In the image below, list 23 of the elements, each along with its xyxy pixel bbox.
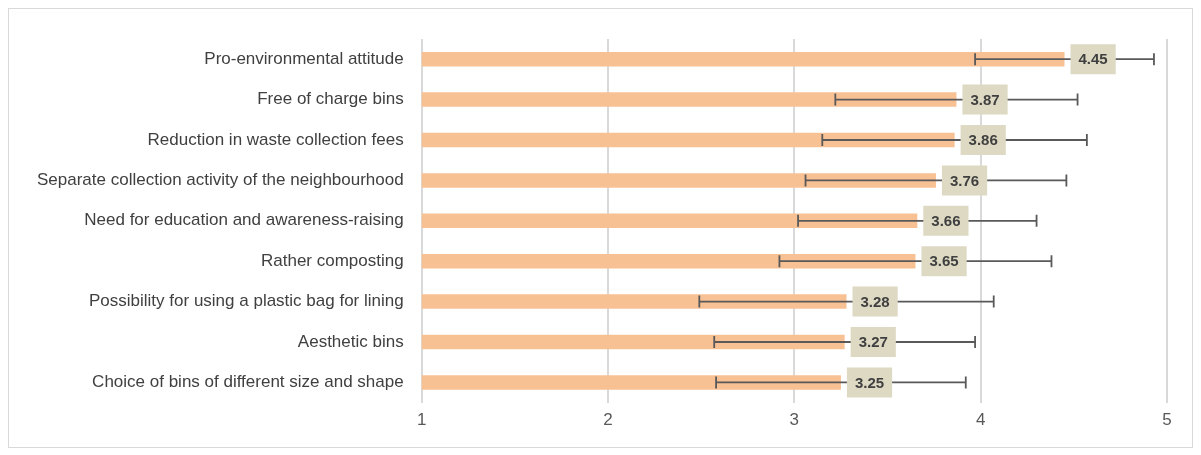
x-tick-label: 1 xyxy=(416,410,427,430)
data-label: 3.25 xyxy=(854,373,885,391)
y-tick-label: Pro-environmental attitude xyxy=(204,48,404,68)
data-label: 3.28 xyxy=(860,292,890,310)
y-tick-label: Rather composting xyxy=(261,250,404,270)
x-tick-label: 2 xyxy=(603,410,613,430)
y-tick-label: Possibility for using a plastic bag for lining xyxy=(89,291,404,311)
data-label: 3.27 xyxy=(858,333,888,351)
y-tick-label: Aesthetic bins xyxy=(297,331,404,351)
data-label: 3.86 xyxy=(968,131,998,149)
x-tick-label: 5 xyxy=(1162,410,1172,430)
data-label: 3.76 xyxy=(949,171,980,189)
y-tick-label: Reduction in waste collection fees xyxy=(147,129,404,149)
data-label: 3.87 xyxy=(970,90,1000,108)
y-tick-label: Separate collection activity of the neighbourhood xyxy=(37,170,404,190)
y-tick-label: Need for education and awareness-raising xyxy=(84,210,404,230)
data-label: 3.65 xyxy=(929,252,959,270)
x-tick-label: 4 xyxy=(975,410,986,430)
data-label: 3.66 xyxy=(931,211,961,229)
y-tick-label: Free of charge bins xyxy=(257,89,404,109)
data-label: 4.45 xyxy=(1078,50,1108,68)
x-tick-label: 3 xyxy=(789,410,800,430)
y-tick-label: Choice of bins of different size and shape xyxy=(92,372,404,392)
